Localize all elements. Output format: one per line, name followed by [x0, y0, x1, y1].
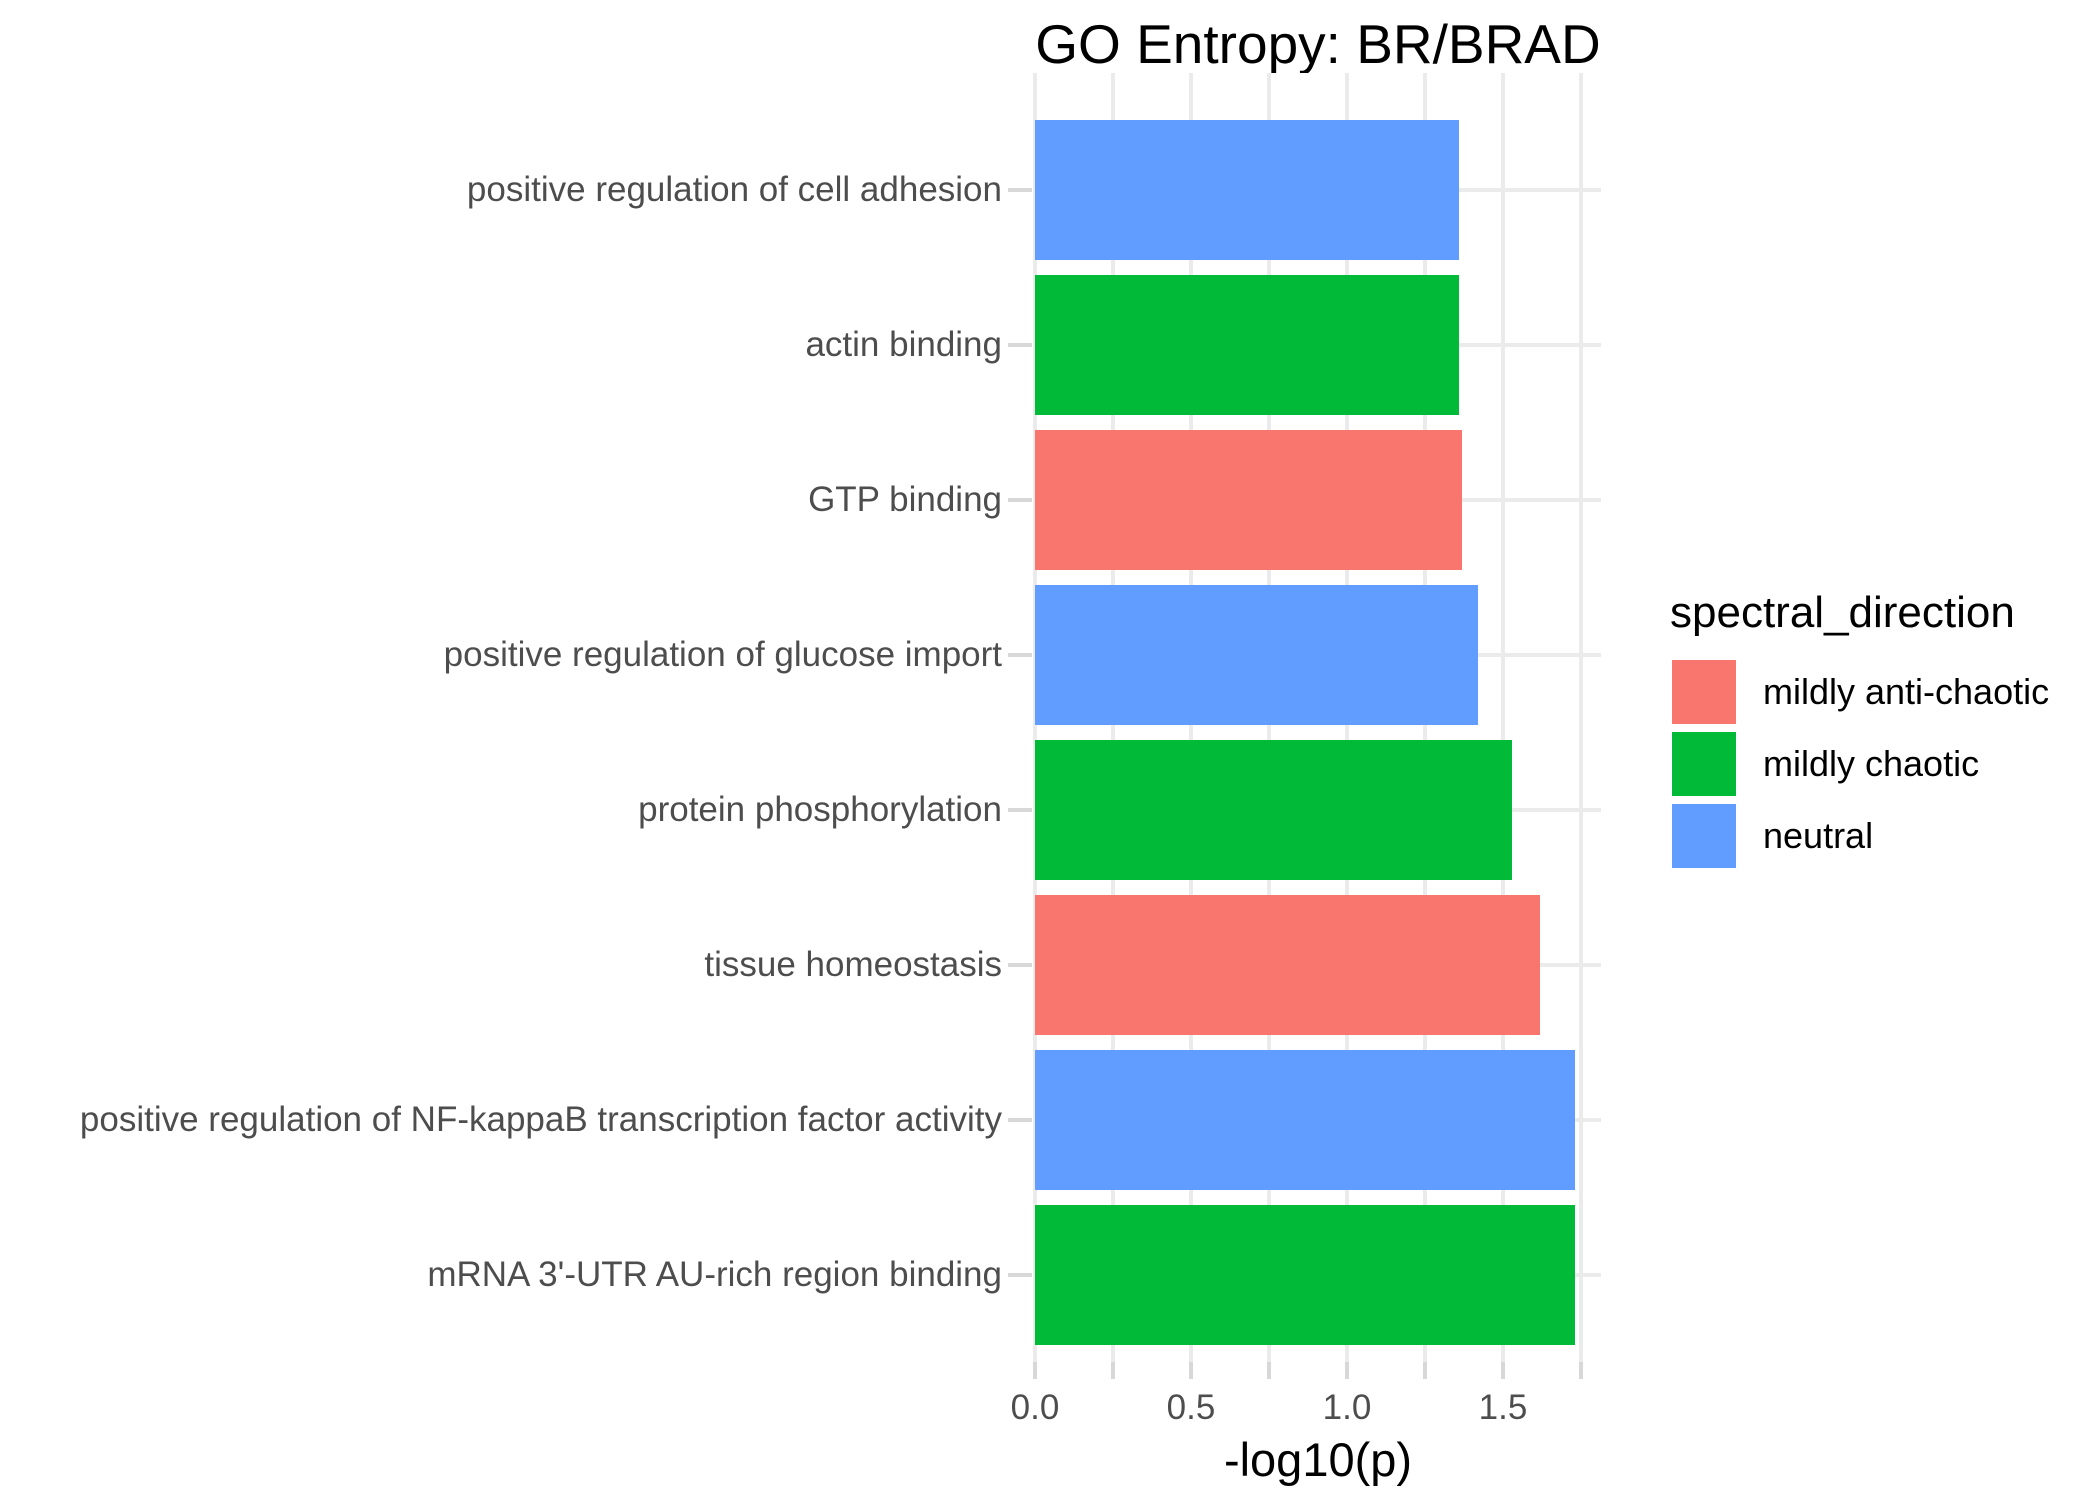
x-axis-tick — [1189, 1362, 1193, 1379]
y-axis-label: tissue homeostasis — [704, 945, 1002, 984]
bar-mildly-chaotic[interactable] — [1035, 1205, 1575, 1345]
y-axis-label: protein phosphorylation — [638, 790, 1002, 829]
x-axis-tick-label: 0.5 — [1166, 1388, 1216, 1427]
legend-title: spectral_direction — [1670, 588, 2015, 637]
y-axis-tick — [1008, 963, 1032, 967]
y-axis-label: mRNA 3'-UTR AU-rich region binding — [427, 1255, 1002, 1294]
y-axis-tick — [1008, 498, 1032, 502]
y-axis-tick — [1008, 188, 1032, 192]
y-axis-label: positive regulation of glucose import — [443, 635, 1002, 674]
legend-label: mildly chaotic — [1763, 743, 1980, 784]
y-axis-label: positive regulation of cell adhesion — [466, 170, 1002, 209]
y-axis-tick — [1008, 1118, 1032, 1122]
gridline-vertical — [1501, 73, 1505, 1362]
bar-neutral[interactable] — [1035, 120, 1460, 260]
y-axis-tick — [1008, 1273, 1032, 1277]
bar-mildly-chaotic[interactable] — [1035, 740, 1513, 880]
y-axis-label: positive regulation of NF-kappaB transcr… — [79, 1100, 1002, 1139]
x-axis-tick — [1111, 1362, 1115, 1379]
y-axis-tick — [1008, 808, 1032, 812]
legend-key-neutral — [1672, 804, 1736, 868]
x-axis-tick-label: 1.0 — [1322, 1388, 1372, 1427]
x-axis-tick — [1267, 1362, 1271, 1379]
y-axis-label: actin binding — [805, 325, 1002, 364]
y-axis-tick — [1008, 343, 1032, 347]
legend-key-mildly-chaotic — [1672, 732, 1736, 796]
gridline-vertical — [1579, 73, 1583, 1362]
bar-neutral[interactable] — [1035, 585, 1479, 725]
x-axis-tick — [1345, 1362, 1349, 1379]
x-axis-tick — [1423, 1362, 1427, 1379]
x-axis-tick — [1033, 1362, 1037, 1379]
x-axis-tick-label: 1.5 — [1478, 1388, 1528, 1427]
bar-mildly-anti-chaotic[interactable] — [1035, 430, 1463, 570]
bar-neutral[interactable] — [1035, 1050, 1575, 1190]
legend-label: neutral — [1763, 815, 1874, 856]
y-axis-tick — [1008, 653, 1032, 657]
bar-mildly-chaotic[interactable] — [1035, 275, 1460, 415]
y-axis-label: GTP binding — [808, 480, 1002, 519]
plot-panel — [1033, 73, 1601, 1362]
legend-key-mildly-anti-chaotic — [1672, 660, 1736, 724]
chart-title: GO Entropy: BR/BRAD — [1035, 13, 1601, 75]
x-axis-tick — [1501, 1362, 1505, 1379]
x-axis-title: -log10(p) — [1223, 1433, 1413, 1486]
x-axis-tick — [1579, 1362, 1583, 1379]
x-axis-tick-label: 0.0 — [1010, 1388, 1060, 1427]
legend-label: mildly anti-chaotic — [1763, 671, 2050, 712]
bar-mildly-anti-chaotic[interactable] — [1035, 895, 1541, 1035]
